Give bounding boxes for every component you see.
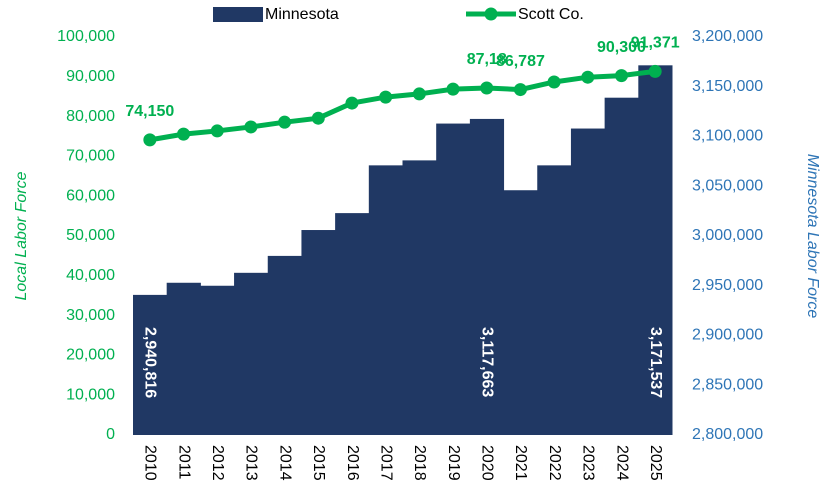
x-tick-label: 2019 <box>445 445 462 481</box>
line-value-label: 91,371 <box>631 35 680 52</box>
bar <box>335 213 370 435</box>
line-value-label: 87,18 <box>467 51 507 68</box>
y-axis-label: Local Labor Force <box>13 171 30 300</box>
y-tick-label: 90,000 <box>66 68 115 85</box>
bar <box>402 160 437 435</box>
bar-value-label: 3,117,663 <box>478 327 495 397</box>
y2-tick-label: 2,850,000 <box>692 376 763 393</box>
line-marker <box>547 75 561 89</box>
y2-tick-label: 2,900,000 <box>692 327 763 344</box>
x-tick-label: 2010 <box>142 445 159 481</box>
y2-tick-label: 3,100,000 <box>692 128 763 145</box>
bar-value-label: 3,171,537 <box>647 327 664 398</box>
x-tick-label: 2025 <box>647 445 664 481</box>
line-marker <box>614 69 628 83</box>
y2-tick-label: 2,950,000 <box>692 277 763 294</box>
bar <box>638 65 673 436</box>
line-marker <box>513 83 527 97</box>
x-tick-label: 2017 <box>377 445 394 481</box>
y2-tick-label: 2,800,000 <box>692 426 763 443</box>
line-marker <box>244 120 258 134</box>
line-marker <box>177 127 191 141</box>
x-tick-label: 2016 <box>344 445 361 481</box>
x-tick-label: 2022 <box>546 445 563 481</box>
bar <box>301 230 336 435</box>
bar <box>469 118 505 435</box>
line-marker <box>345 96 359 110</box>
y-tick-label: 40,000 <box>66 267 115 284</box>
bar <box>166 282 201 435</box>
line-marker <box>412 87 426 101</box>
x-tick-label: 2011 <box>175 445 192 480</box>
line <box>149 68 656 143</box>
y-tick-label: 10,000 <box>66 386 115 403</box>
y-tick-label: 100,000 <box>57 28 115 45</box>
y-tick-label: 0 <box>106 426 115 443</box>
y-tick-label: 50,000 <box>66 227 115 244</box>
bar <box>267 255 302 435</box>
bar <box>133 294 168 435</box>
y-tick-label: 30,000 <box>66 307 115 324</box>
y-tick-label: 20,000 <box>66 347 115 364</box>
bar <box>200 285 235 435</box>
x-tick-label: 2012 <box>209 445 226 481</box>
y-tick-label: 80,000 <box>66 108 115 125</box>
legend-swatch <box>213 7 263 22</box>
y2-axis-label: Minnesota Labor Force <box>804 154 821 319</box>
legend-label: Minnesota <box>265 6 339 23</box>
bar <box>503 190 538 435</box>
line-marker <box>143 133 157 147</box>
bar <box>570 128 606 436</box>
bar <box>604 97 639 435</box>
y2-tick-label: 3,050,000 <box>692 177 763 194</box>
line-marker <box>648 64 662 78</box>
line-marker <box>581 70 595 84</box>
line-marker <box>278 115 292 129</box>
y-tick-label: 60,000 <box>66 187 115 204</box>
x-tick-label: 2013 <box>243 445 260 481</box>
bar <box>234 272 269 435</box>
line-marker <box>379 90 393 104</box>
legend-label: Scott Co. <box>518 6 584 23</box>
x-tick-label: 2015 <box>310 445 327 481</box>
bar-value-label: 2,940,816 <box>142 327 159 398</box>
x-tick-label: 2023 <box>580 445 597 481</box>
bar <box>436 123 471 435</box>
x-tick-label: 2021 <box>512 445 529 481</box>
line-marker <box>480 81 494 95</box>
x-tick-label: 2020 <box>478 445 495 481</box>
line-marker <box>311 111 325 125</box>
line-value-label: 74,150 <box>125 103 174 120</box>
y2-tick-label: 3,150,000 <box>692 78 763 95</box>
line-marker <box>446 82 460 96</box>
y2-tick-label: 3,200,000 <box>692 28 763 45</box>
line-value-label: 86,787 <box>496 53 545 70</box>
bar <box>537 165 572 436</box>
x-tick-label: 2018 <box>411 445 428 481</box>
bar <box>368 165 403 436</box>
x-tick-label: 2024 <box>613 445 630 481</box>
x-tick-label: 2014 <box>276 445 293 481</box>
y-tick-label: 70,000 <box>66 148 115 165</box>
line-value-label: 90,300 <box>597 39 646 56</box>
line-marker <box>210 124 224 138</box>
legend-marker <box>484 7 498 21</box>
y2-tick-label: 3,000,000 <box>692 227 763 244</box>
